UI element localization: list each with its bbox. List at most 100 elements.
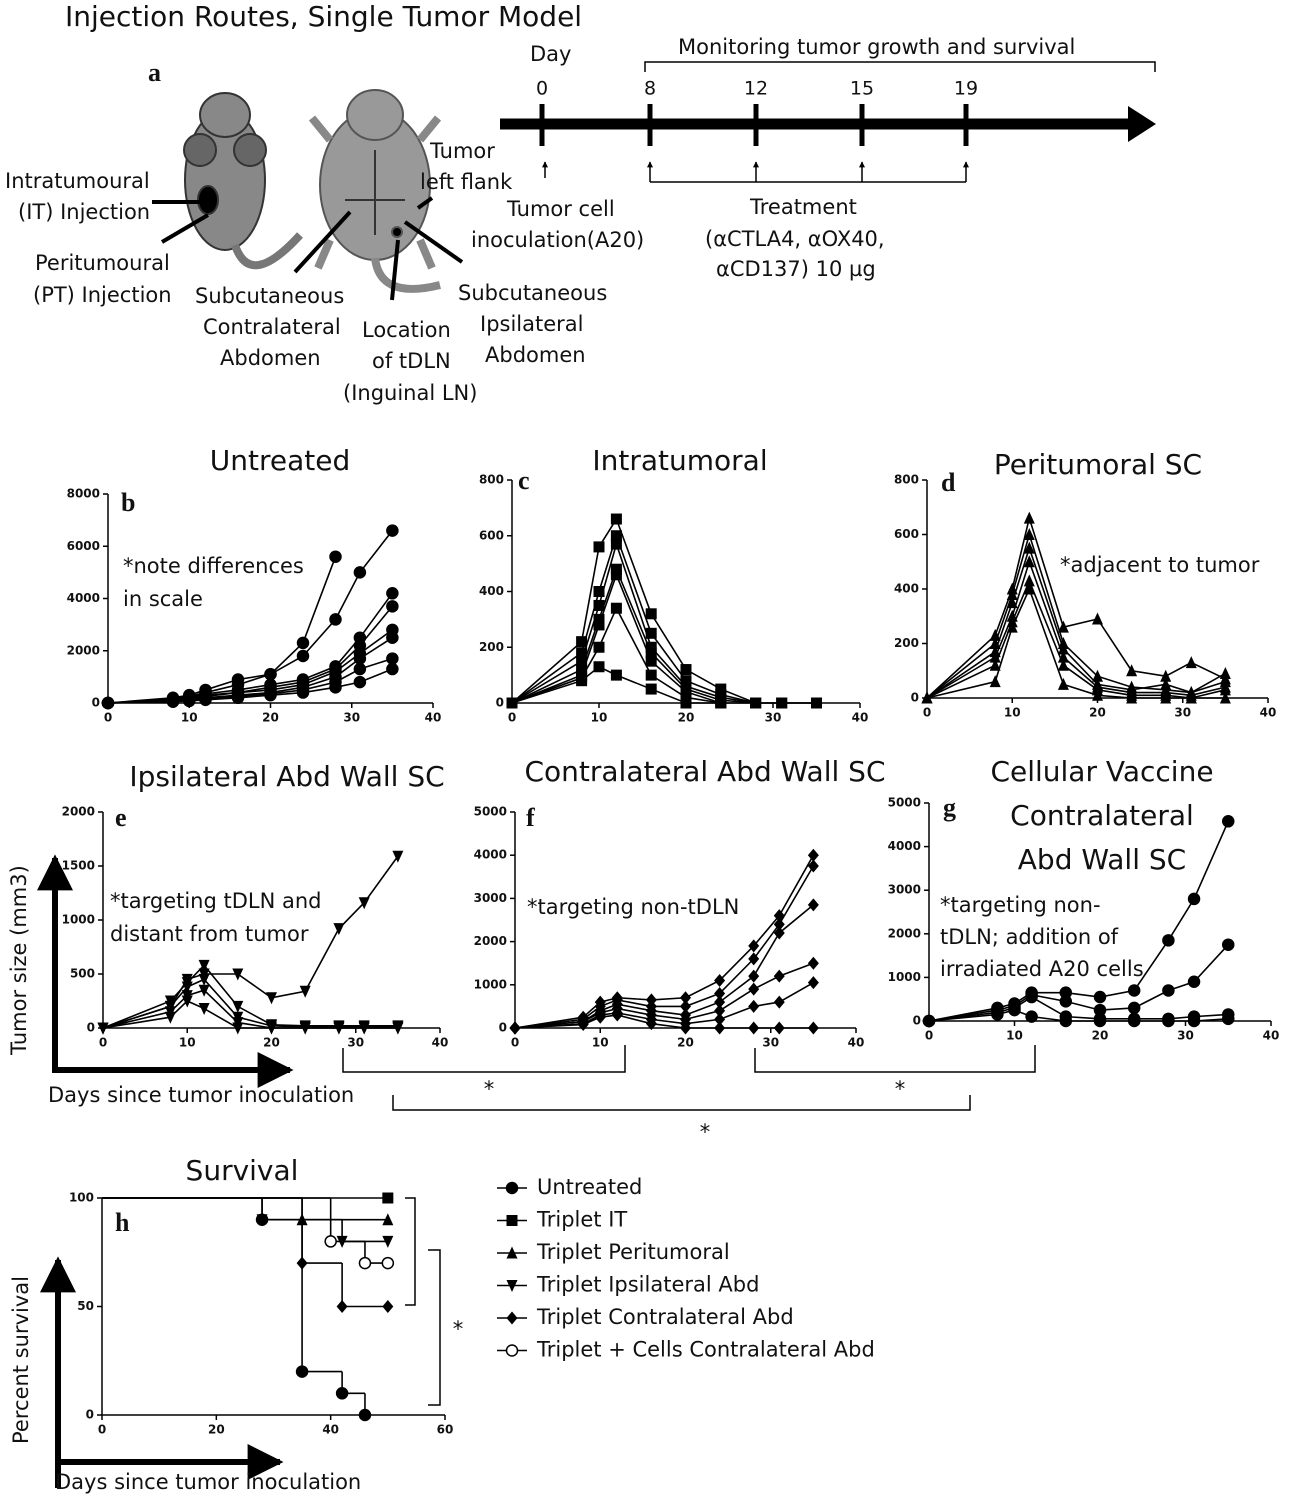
data-point — [198, 984, 210, 997]
schematic-label: Contralateral — [203, 315, 341, 339]
x-tick-label: 20 — [677, 1036, 694, 1050]
data-point — [921, 691, 933, 704]
series-line — [928, 1009, 1229, 1022]
annotation: irradiated A20 cells — [940, 957, 1144, 981]
y-tick-label: 0 — [496, 696, 504, 710]
legend-marker — [505, 1181, 519, 1195]
treatment-label: Treatment — [749, 195, 857, 219]
data-point — [1127, 1001, 1141, 1015]
timeline-monitoring: Monitoring tumor growth and survival — [678, 35, 1075, 59]
data-point — [353, 652, 367, 665]
data-point — [1187, 1014, 1201, 1028]
data-point — [576, 675, 588, 687]
y-tick-label: 0 — [499, 1021, 507, 1035]
data-point — [1127, 984, 1141, 997]
data-point — [776, 697, 788, 709]
series-line — [514, 1014, 814, 1029]
data-point — [101, 696, 115, 710]
series-line — [926, 515, 1226, 699]
series-line — [107, 530, 394, 704]
data-point — [198, 959, 210, 972]
y-tick-label: 1000 — [474, 977, 507, 991]
data-point — [680, 675, 692, 687]
series-line — [511, 533, 817, 704]
y-tick-label: 4000 — [474, 848, 507, 862]
x-tick-label: 20 — [678, 711, 695, 725]
series-line — [511, 566, 756, 704]
y-tick-label: 2000 — [67, 643, 100, 657]
data-point — [748, 969, 760, 983]
legend-label: Triplet Ipsilateral Abd — [536, 1273, 759, 1297]
figure-title: Injection Routes, Single Tumor Model — [65, 0, 582, 33]
y-tick-label: 400 — [479, 584, 504, 598]
data-point — [593, 641, 605, 653]
timeline-day: 19 — [954, 78, 978, 100]
data-point — [386, 631, 399, 644]
data-point — [1059, 1014, 1073, 1028]
x-tick-label: 10 — [1006, 1029, 1023, 1043]
x-tick-label: 30 — [1174, 706, 1191, 720]
data-point — [773, 926, 785, 940]
series-line — [107, 637, 393, 704]
annotation: *adjacent to tumor — [1060, 553, 1260, 577]
legend-marker — [506, 1280, 518, 1292]
data-point — [748, 982, 760, 996]
schematic-label: Abdomen — [220, 346, 321, 370]
data-point — [386, 524, 399, 537]
data-point — [266, 992, 277, 1005]
y-tick-label: 4000 — [888, 839, 921, 853]
y-tick-label: 1500 — [62, 859, 95, 873]
data-point — [680, 991, 691, 1005]
data-point — [1219, 691, 1231, 704]
schematic-label: Ipsilateral — [480, 312, 584, 336]
data-point — [198, 973, 210, 986]
data-point — [991, 1008, 1004, 1021]
data-point — [594, 1010, 606, 1024]
panel-letter: d — [941, 468, 956, 497]
data-point — [645, 641, 657, 653]
x-tick-label: 40 — [852, 711, 869, 725]
legend-label: Untreated — [537, 1175, 642, 1199]
data-point — [989, 658, 1001, 671]
data-point — [593, 541, 605, 553]
data-point — [1162, 1014, 1175, 1028]
data-point — [773, 969, 785, 983]
data-point — [1222, 815, 1235, 828]
x-tick-label: 30 — [347, 1036, 364, 1050]
schematic-label: left flank — [420, 170, 513, 194]
data-point — [714, 995, 726, 1009]
legend-marker — [506, 1311, 518, 1325]
series-line — [102, 978, 398, 1029]
y-tick-label: 100 — [69, 1191, 94, 1205]
chart-title: Untreated — [210, 444, 350, 477]
data-point — [748, 952, 760, 966]
series-line — [511, 541, 756, 704]
data-point — [610, 602, 622, 614]
data-point — [1187, 892, 1201, 906]
data-point — [336, 1300, 348, 1313]
data-point — [232, 968, 244, 981]
timeline-day: 0 — [536, 78, 548, 100]
data-point — [353, 662, 367, 676]
data-point — [922, 1014, 936, 1028]
data-point — [324, 1235, 337, 1248]
x-tick-label: 40 — [1260, 706, 1277, 720]
data-point — [358, 1256, 372, 1270]
data-point — [181, 995, 193, 1008]
data-point — [593, 661, 605, 673]
legend-marker — [506, 1215, 518, 1226]
data-point — [1092, 669, 1103, 682]
data-point — [680, 999, 691, 1013]
x-tick-label: 0 — [923, 706, 931, 720]
data-point — [1006, 587, 1018, 600]
data-point — [645, 647, 657, 659]
y-tick-label: 0 — [913, 1014, 921, 1028]
y-tick-label: 5000 — [474, 805, 507, 819]
data-point — [199, 693, 212, 707]
schematic-label: Subcutaneous — [195, 284, 344, 308]
timeline-day: 15 — [850, 78, 874, 100]
data-point — [1160, 677, 1172, 690]
y-tick-label: 800 — [479, 473, 504, 487]
data-point — [358, 1408, 372, 1422]
